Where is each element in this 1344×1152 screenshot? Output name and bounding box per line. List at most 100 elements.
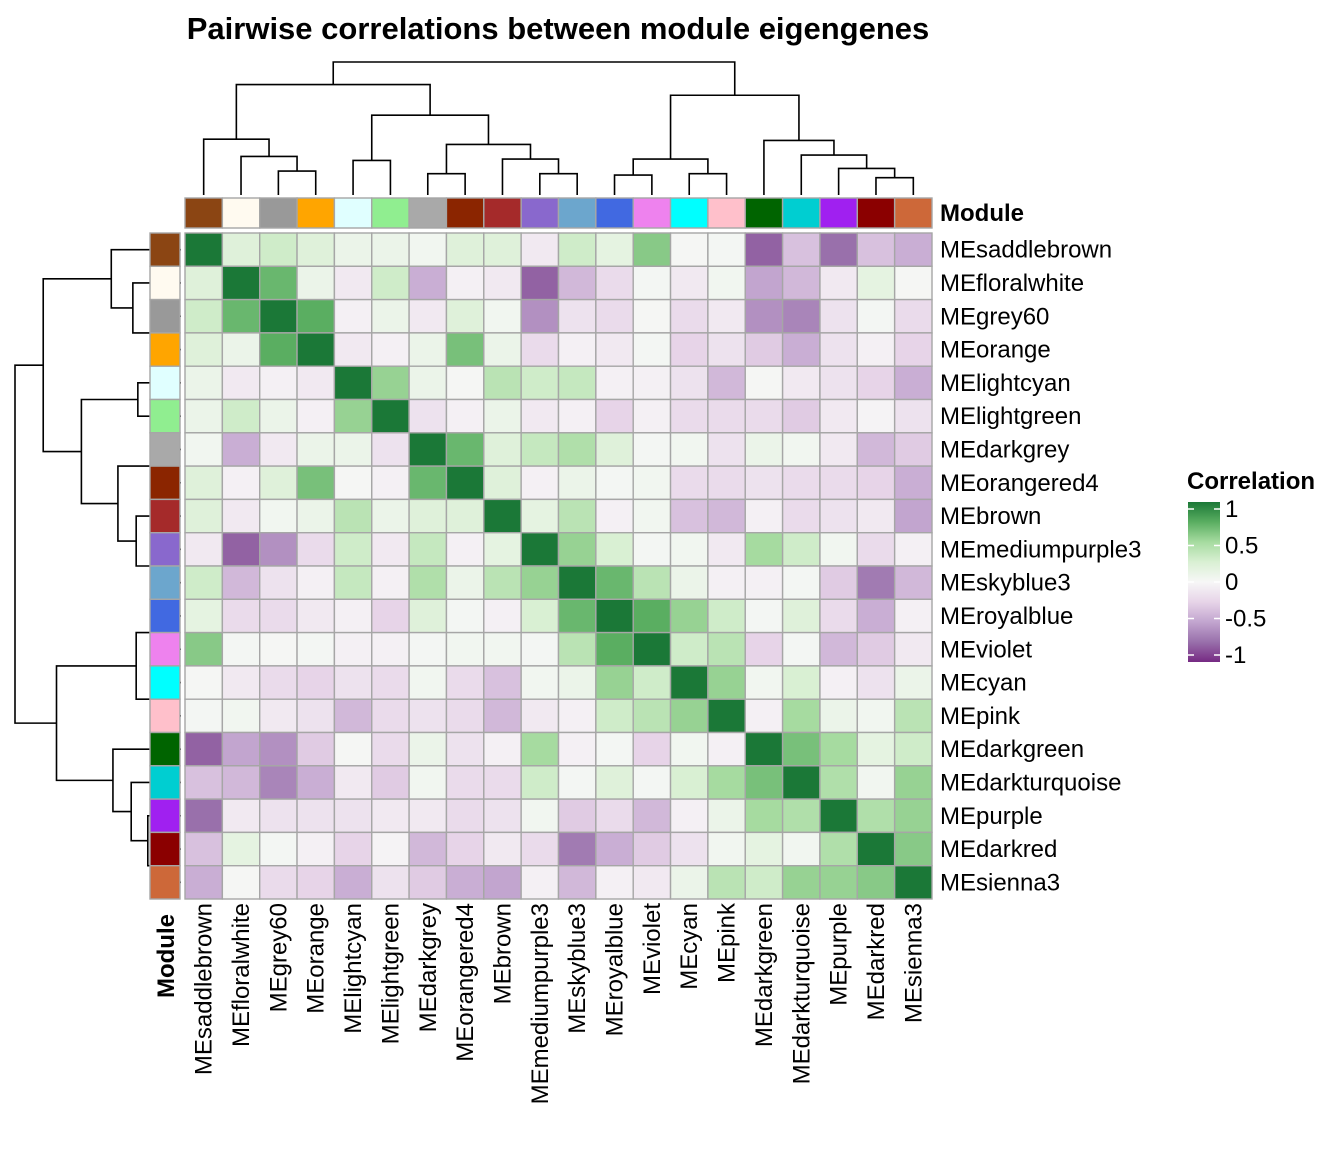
heatmap-cell <box>669 865 709 900</box>
heatmap-cell <box>819 598 859 634</box>
heatmap-cell <box>744 865 784 900</box>
heatmap-cell <box>333 565 373 600</box>
heatmap-cell <box>669 665 709 700</box>
heatmap-cell <box>632 798 672 834</box>
column-label: MEdarkred <box>863 903 890 1020</box>
heatmap-cell <box>819 731 859 767</box>
row-label: MEcyan <box>940 670 1027 697</box>
dendrogram-branch <box>240 155 298 195</box>
heatmap-cell <box>259 665 298 700</box>
heatmap-cell <box>184 398 224 434</box>
heatmap-cell <box>333 465 373 501</box>
heatmap-cell <box>333 798 373 834</box>
heatmap-cell <box>333 332 373 367</box>
heatmap-cell <box>221 665 261 700</box>
column-label: MEorangered4 <box>452 903 479 1062</box>
heatmap-cell <box>781 498 821 534</box>
heatmap-cell <box>184 265 224 301</box>
heatmap-cell <box>483 432 522 467</box>
heatmap-cell <box>483 498 522 534</box>
heatmap-cell <box>371 665 410 700</box>
heatmap-cell <box>707 731 746 767</box>
heatmap-cell <box>520 465 560 501</box>
heatmap-cell <box>557 565 597 600</box>
column-module-color-swatch <box>221 197 261 229</box>
heatmap-cell <box>445 765 485 800</box>
heatmap-cell <box>408 232 448 267</box>
heatmap-cell <box>669 498 709 534</box>
heatmap-cell <box>483 765 522 800</box>
heatmap-cell <box>296 698 336 734</box>
heatmap-cell <box>371 598 410 634</box>
heatmap-cell <box>333 432 373 467</box>
heatmap-cell <box>557 432 597 467</box>
heatmap-cell <box>744 665 784 700</box>
heatmap-cell <box>669 631 709 667</box>
heatmap-cell <box>893 598 933 634</box>
heatmap-cell <box>408 665 448 700</box>
heatmap-cell <box>333 765 373 800</box>
heatmap-cell <box>333 232 373 267</box>
heatmap-cell <box>483 565 522 600</box>
heatmap-cell <box>707 665 746 700</box>
dendrogram-branch <box>235 83 431 140</box>
heatmap-cell <box>520 665 560 700</box>
heatmap-cell <box>781 631 821 667</box>
heatmap-cell <box>557 332 597 367</box>
row-label: MEmediumpurple3 <box>940 536 1141 563</box>
column-label: MEbrown <box>489 903 516 1004</box>
heatmap-cell <box>333 298 373 334</box>
column-label: MEdarkgrey <box>415 903 442 1032</box>
row-label: MEdarkgreen <box>940 736 1084 763</box>
heatmap-cell <box>707 765 746 800</box>
heatmap-cell <box>259 731 298 767</box>
heatmap-cell <box>707 865 746 900</box>
heatmap-cell <box>819 465 859 501</box>
heatmap-cell <box>856 398 896 434</box>
heatmap-cell <box>408 698 448 734</box>
legend-title: Correlation <box>1187 468 1315 495</box>
row-module-annotation <box>149 232 181 900</box>
heatmap-cell <box>893 332 933 367</box>
heatmap-cell <box>557 598 597 634</box>
heatmap-cell <box>483 332 522 367</box>
heatmap-cell <box>595 532 634 567</box>
heatmap-cell <box>520 532 560 567</box>
dendrogram-branch <box>426 172 466 195</box>
heatmap-cell <box>296 298 336 334</box>
heatmap-cell <box>221 365 261 401</box>
heatmap-cell <box>483 831 522 867</box>
heatmap-cell <box>296 598 336 634</box>
heatmap-cell <box>707 831 746 867</box>
heatmap-cell <box>856 565 896 600</box>
heatmap-cell <box>557 398 597 434</box>
heatmap-cell <box>632 465 672 501</box>
dendrogram-branch <box>370 114 490 161</box>
row-label: MEbrown <box>940 503 1041 530</box>
heatmap-cell <box>819 298 859 334</box>
row-label: MEpink <box>940 703 1021 730</box>
heatmap-cell <box>893 398 933 434</box>
heatmap-cell <box>520 631 560 667</box>
heatmap-cell <box>557 831 597 867</box>
heatmap-cell <box>707 698 746 734</box>
heatmap-cell <box>595 232 634 267</box>
heatmap-cell <box>856 332 896 367</box>
heatmap-cell <box>707 631 746 667</box>
heatmap-cell <box>445 298 485 334</box>
heatmap-cell <box>819 365 859 401</box>
row-label: MEorangered4 <box>940 470 1099 497</box>
heatmap-cell <box>483 865 522 900</box>
column-module-color-swatch <box>595 197 634 229</box>
dendrogram-branch <box>42 277 112 453</box>
heatmap-cell <box>557 731 597 767</box>
heatmap-cell <box>221 532 261 567</box>
heatmap-cell <box>371 798 410 834</box>
heatmap-cell <box>744 798 784 834</box>
heatmap-cell <box>893 465 933 501</box>
heatmap-cell <box>333 731 373 767</box>
heatmap-cell <box>632 598 672 634</box>
heatmap-cell <box>371 498 410 534</box>
heatmap-cell <box>259 532 298 567</box>
heatmap-cell <box>744 532 784 567</box>
